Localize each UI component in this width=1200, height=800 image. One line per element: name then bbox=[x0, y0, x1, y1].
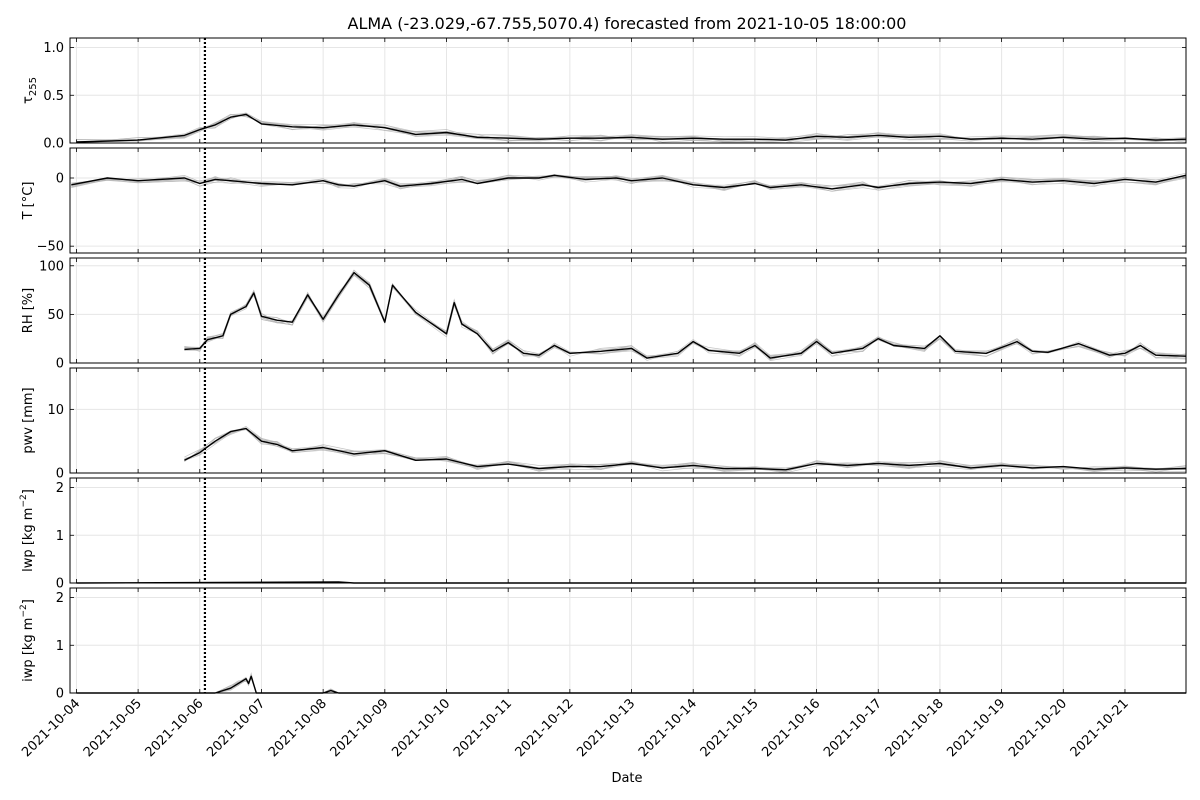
x-tick-label: 2021-10-09 bbox=[328, 696, 392, 760]
x-tick-label: 2021-10-19 bbox=[944, 696, 1008, 760]
x-tick-label: 2021-10-18 bbox=[883, 696, 947, 760]
x-tick-label: 2021-10-11 bbox=[451, 696, 515, 760]
panel-5: 0 1 2 lwp [kg m−2] bbox=[19, 477, 1187, 592]
ensemble-member-line bbox=[184, 428, 1187, 471]
y-axis-label: lwp [kg m−2] bbox=[19, 489, 36, 572]
axes-frame bbox=[69, 477, 1187, 584]
y-tick-label: 1 bbox=[56, 639, 64, 654]
y-axis-label: iwp [kg m−2] bbox=[19, 599, 36, 682]
y-tick-label: 0.0 bbox=[43, 137, 64, 152]
x-tick-label: 2021-10-08 bbox=[266, 696, 330, 760]
y-tick-label: 0.5 bbox=[43, 89, 64, 104]
series-line bbox=[184, 271, 1187, 359]
x-tick-labels: 2021-10-042021-10-052021-10-062021-10-07… bbox=[19, 696, 1132, 760]
series-line bbox=[71, 174, 1187, 190]
y-tick-label: 1 bbox=[56, 529, 64, 544]
y-tick-label: 0 bbox=[56, 687, 64, 702]
x-tick-label: 2021-10-13 bbox=[574, 696, 638, 760]
y-tick-label: 0 bbox=[56, 357, 64, 372]
panel-6: 0 1 2 iwp [kg m−2] bbox=[19, 587, 1187, 702]
ensemble-member-line bbox=[184, 428, 1187, 473]
y-tick-label: 100 bbox=[39, 259, 64, 274]
x-tick-label: 2021-10-15 bbox=[698, 696, 762, 760]
x-tick-label: 2021-10-17 bbox=[821, 696, 885, 760]
x-tick-label: 2021-10-05 bbox=[81, 696, 145, 760]
y-axis-label: RH [%] bbox=[21, 288, 36, 333]
series-line bbox=[184, 427, 1187, 471]
y-axis-label: pwv [mm] bbox=[21, 387, 36, 453]
panel-1: 0.0 0.5 1.0 τ255 bbox=[21, 37, 1187, 152]
chart-title: ALMA (-23.029,-67.755,5070.4) forecasted… bbox=[348, 14, 907, 33]
x-tick-label: 2021-10-21 bbox=[1068, 696, 1132, 760]
y-tick-label: −50 bbox=[37, 240, 64, 255]
ensemble-member-line bbox=[76, 672, 1186, 694]
axes-frame bbox=[69, 367, 1187, 474]
x-axis-label: Date bbox=[611, 771, 642, 786]
x-tick-label: 2021-10-20 bbox=[1006, 696, 1070, 760]
x-tick-label: 2021-10-14 bbox=[636, 696, 700, 760]
y-tick-label: 2 bbox=[56, 481, 64, 496]
x-tick-label: 2021-10-10 bbox=[389, 696, 453, 760]
y-tick-label: 1.0 bbox=[43, 41, 64, 56]
x-tick-label: 2021-10-06 bbox=[143, 696, 207, 760]
axes-frame bbox=[69, 587, 1187, 694]
series-line bbox=[76, 675, 1186, 694]
y-tick-label: 0 bbox=[56, 172, 64, 187]
y-tick-label: 0 bbox=[56, 467, 64, 482]
series-line bbox=[76, 113, 1187, 143]
y-tick-label: 10 bbox=[47, 403, 64, 418]
axes-frame bbox=[69, 37, 1187, 144]
y-axis-label: T [°C] bbox=[21, 182, 36, 221]
panel-4: 0 10 pwv [mm] bbox=[21, 367, 1187, 482]
x-tick-label: 2021-10-16 bbox=[759, 696, 823, 760]
y-tick-label: 0 bbox=[56, 577, 64, 592]
y-tick-label: 2 bbox=[56, 591, 64, 606]
ensemble-member-line bbox=[184, 274, 1187, 360]
axes-frame bbox=[69, 257, 1187, 364]
x-tick-label: 2021-10-04 bbox=[19, 696, 83, 760]
y-axis-label: τ255 bbox=[21, 77, 39, 104]
axes-frame bbox=[69, 147, 1187, 254]
panel-2: −50 0 T [°C] bbox=[21, 147, 1187, 255]
x-tick-label: 2021-10-12 bbox=[513, 696, 577, 760]
y-tick-label: 50 bbox=[47, 308, 64, 323]
x-tick-label: 2021-10-07 bbox=[204, 696, 268, 760]
